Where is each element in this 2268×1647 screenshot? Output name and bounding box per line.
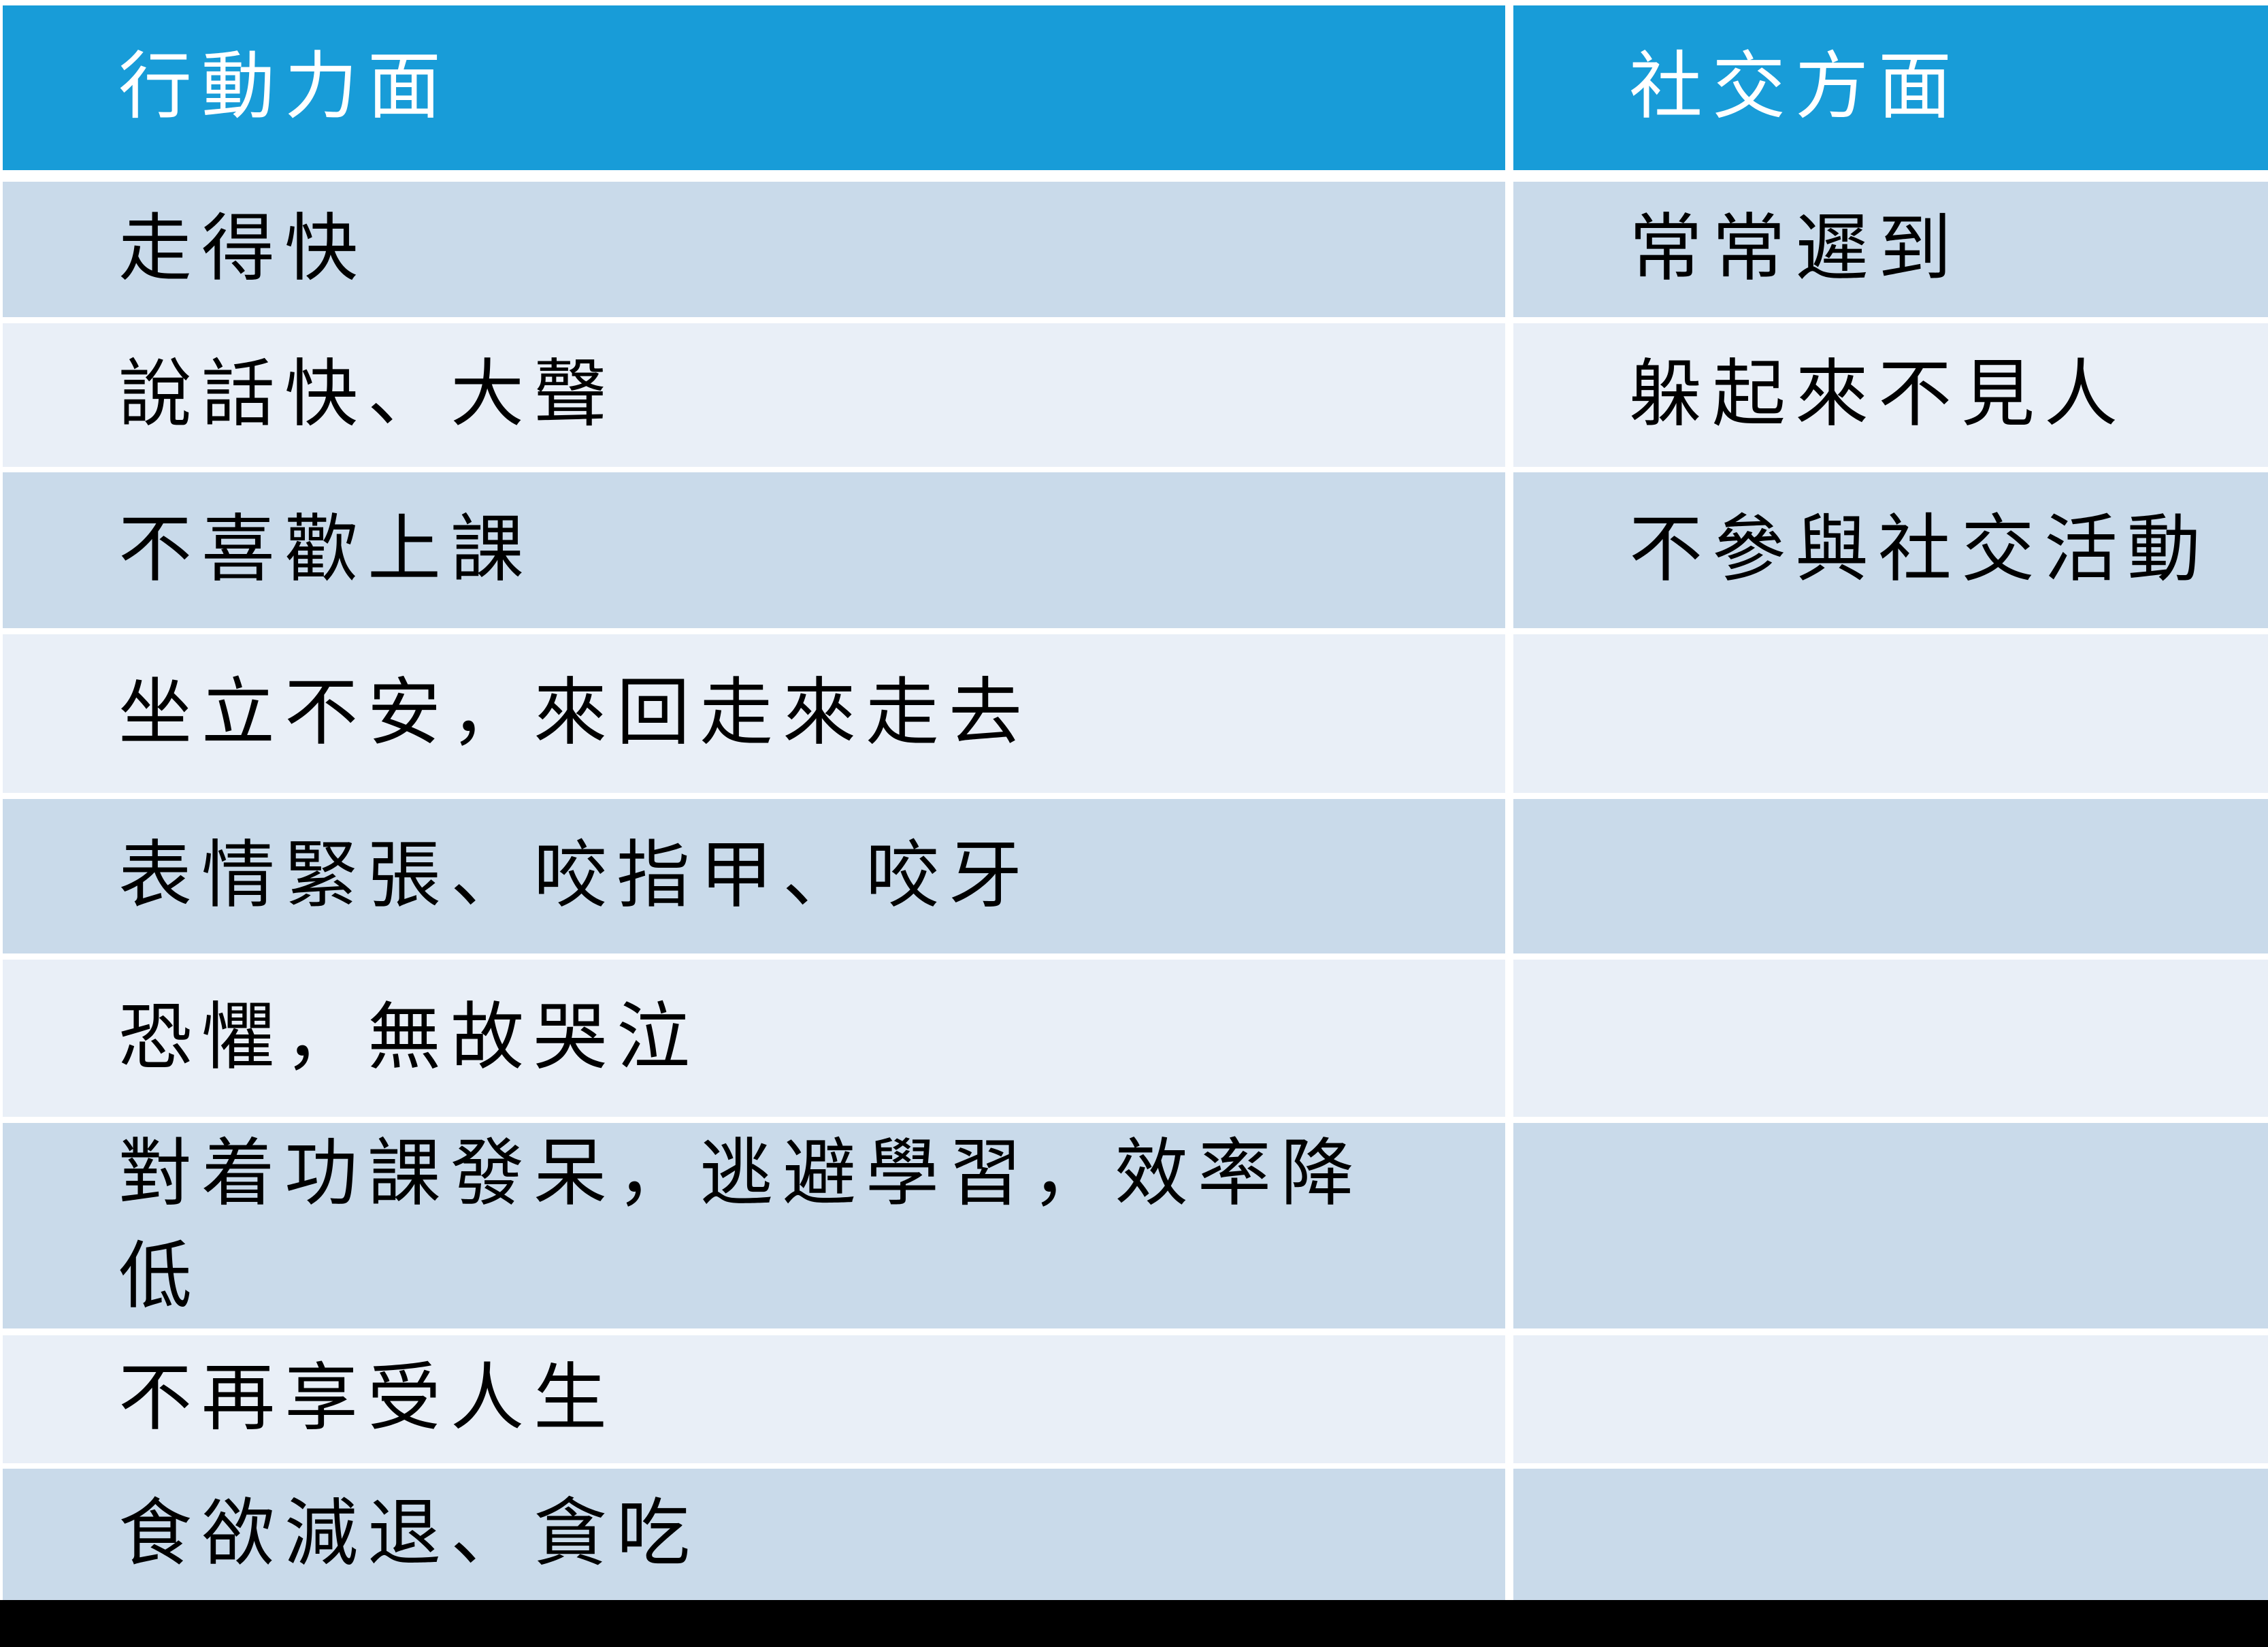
table-row: 不再享受人生 xyxy=(3,1335,2268,1463)
table-row: 對着功課發呆，逃避學習，效率降 低 xyxy=(3,1123,2268,1328)
cell-social: 躲起來不見人 xyxy=(1505,323,2268,467)
cell-social xyxy=(1505,1469,2268,1600)
cell-action: 不喜歡上課 xyxy=(3,472,1505,628)
symptoms-table: 行動力面 社交方面 走得快 常常遲到 說話快、大聲 躲起來不見人 不喜歡上課 不… xyxy=(3,0,2268,1600)
cell-social xyxy=(1505,1335,2268,1463)
table-row: 坐立不安，來回走來走去 xyxy=(3,634,2268,793)
cell-action: 對着功課發呆，逃避學習，效率降 低 xyxy=(3,1123,1505,1328)
table-row: 表情緊張、咬指甲、咬牙 xyxy=(3,799,2268,953)
cell-social xyxy=(1505,1123,2268,1328)
cell-social xyxy=(1505,634,2268,793)
table-row: 說話快、大聲 躲起來不見人 xyxy=(3,323,2268,467)
cell-social: 常常遲到 xyxy=(1505,182,2268,317)
table-header-row: 行動力面 社交方面 xyxy=(3,5,2268,170)
cell-action: 坐立不安，來回走來走去 xyxy=(3,634,1505,793)
cell-action: 表情緊張、咬指甲、咬牙 xyxy=(3,799,1505,953)
cell-social xyxy=(1505,799,2268,953)
table-row: 不喜歡上課 不參與社交活動 xyxy=(3,472,2268,628)
cell-action: 走得快 xyxy=(3,182,1505,317)
cell-social xyxy=(1505,960,2268,1117)
header-cell-action: 行動力面 xyxy=(3,5,1505,170)
cell-action: 恐懼，無故哭泣 xyxy=(3,960,1505,1117)
table-row: 食欲減退、貪吃 xyxy=(3,1469,2268,1600)
header-cell-social: 社交方面 xyxy=(1505,5,2268,170)
cell-action: 說話快、大聲 xyxy=(3,323,1505,467)
bottom-black-bar xyxy=(0,1600,2268,1647)
cell-social: 不參與社交活動 xyxy=(1505,472,2268,628)
table-row: 走得快 常常遲到 xyxy=(3,182,2268,317)
cell-action: 食欲減退、貪吃 xyxy=(3,1469,1505,1600)
table-row: 恐懼，無故哭泣 xyxy=(3,960,2268,1117)
cell-action: 不再享受人生 xyxy=(3,1335,1505,1463)
